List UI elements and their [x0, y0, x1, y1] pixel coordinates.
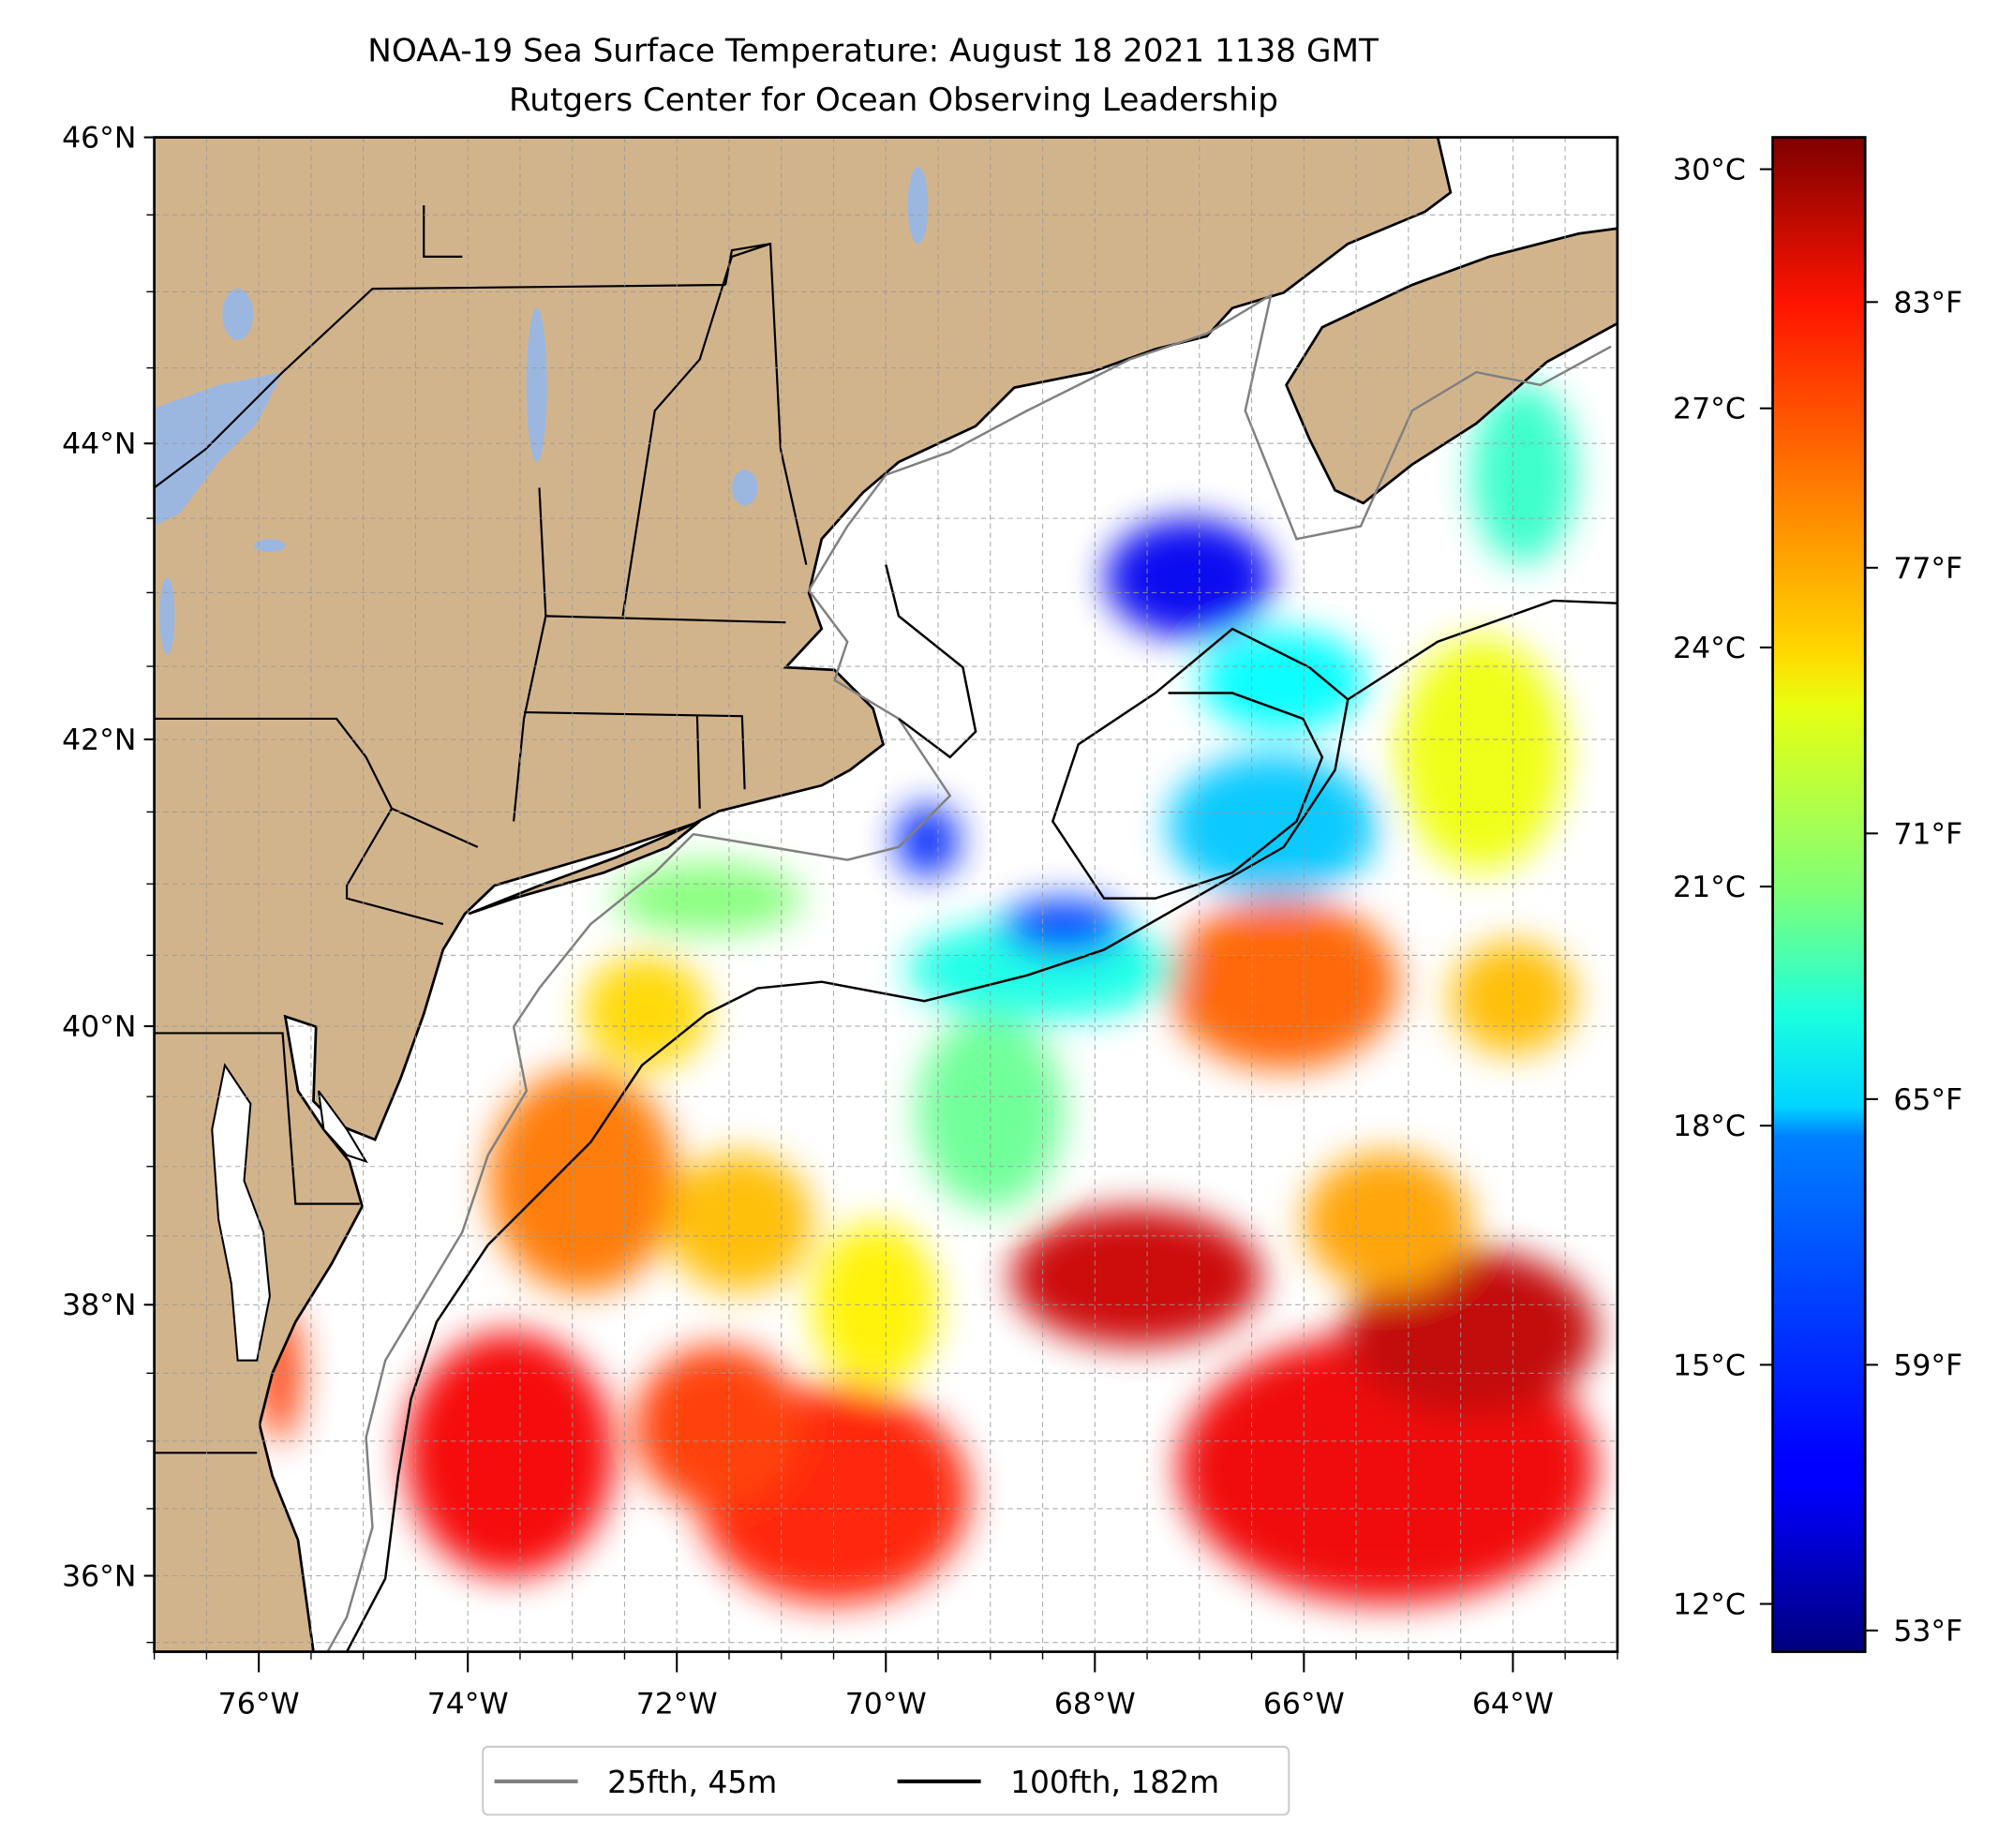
sst-region-15 [1168, 753, 1378, 900]
y-tick-label: 42°N [62, 723, 136, 757]
colorbar-c-tick-label: 27°C [1673, 393, 1746, 426]
land-chesapeake-water [211, 1063, 271, 1362]
legend-box [482, 1745, 1290, 1816]
x-tick-label: 66°W [1263, 1687, 1345, 1721]
colorbar-c-tick-label: 24°C [1673, 632, 1746, 665]
chart-title: NOAA-19 Sea Surface Temperature: August … [367, 33, 1379, 70]
sst-region-10 [1304, 1152, 1471, 1292]
sst-region-19 [1105, 518, 1273, 638]
colorbar-f-tick-label: 65°F [1893, 1083, 1962, 1117]
colorbar-c-tick-label: 30°C [1673, 154, 1746, 187]
colorbar-celsius-ticks: 12°C 15°C 18°C 21°C 24°C 27°C 30°C [1673, 154, 1773, 1621]
colorbar-gradient [1771, 136, 1867, 1653]
y-axis: 36°N 38°N 40°N 42°N 44°N 46°N [62, 121, 155, 1644]
sst-region-6 [488, 1068, 678, 1292]
x-axis: 76°W 74°W 72°W 70°W 68°W 66°W 64°W [153, 1651, 1618, 1721]
colorbar-f-tick-label: 83°F [1893, 286, 1962, 320]
colorbar-f-tick-label: 53°F [1893, 1615, 1962, 1648]
legend-label-25fth: 25fth, 45m [607, 1764, 777, 1800]
gridlines [154, 137, 1618, 1652]
y-tick-label: 44°N [62, 427, 136, 461]
y-tick-label: 46°N [62, 121, 136, 155]
colorbar-c-tick-label: 18°C [1673, 1110, 1746, 1143]
y-tick-label: 36°N [62, 1559, 136, 1593]
x-tick-label: 64°W [1472, 1687, 1554, 1721]
x-tick-label: 74°W [427, 1687, 509, 1721]
x-tick-label: 70°W [845, 1687, 927, 1721]
chart-subtitle: Rutgers Center for Ocean Observing Leade… [509, 82, 1278, 119]
sst-region-11 [1450, 941, 1576, 1055]
colorbar-f-tick-label: 71°F [1893, 817, 1962, 851]
x-tick-label: 72°W [636, 1687, 718, 1721]
land-long-island [468, 820, 701, 916]
sst-region-17 [1397, 636, 1566, 872]
isobath-100fth [345, 564, 1618, 1652]
sst-region-22 [896, 804, 960, 877]
sst-region-16 [1199, 629, 1367, 733]
colorbar-c-tick-label: 12°C [1673, 1587, 1746, 1621]
sst-region-21 [582, 955, 708, 1069]
colorbar-c-tick-label: 21°C [1673, 871, 1746, 904]
colorbar-f-tick-label: 77°F [1893, 552, 1962, 586]
legend-label-100fth: 100fth, 182m [1010, 1764, 1219, 1800]
sst-region-20 [614, 862, 803, 934]
sst-region-4 [405, 1332, 615, 1578]
sst-region-5 [634, 1346, 803, 1510]
sst-region-1 [1011, 1208, 1262, 1347]
state-borders [154, 205, 808, 1454]
land-delaware-bay [317, 1090, 368, 1164]
sst-region-7 [666, 1152, 813, 1292]
sst-region-9 [1168, 898, 1398, 1070]
land-nova-scotia [1285, 227, 1618, 505]
lakes [154, 167, 929, 655]
map-axes: 76°W 74°W 72°W 70°W 68°W 66°W 64°W 36°N 38°N 40°… [62, 121, 1619, 1721]
x-tick-label: 68°W [1054, 1687, 1136, 1721]
y-tick-label: 40°N [62, 1010, 136, 1044]
x-tick-label: 76°W [218, 1687, 300, 1721]
colorbar-fahrenheit-ticks: 53°F 59°F 65°F 71°F 77°F 83°F [1865, 286, 1962, 1648]
legend: 25fth, 45m 100fth, 182m [482, 1745, 1290, 1816]
y-tick-label: 38°N [62, 1289, 136, 1322]
colorbar-c-tick-label: 15°C [1673, 1349, 1746, 1382]
colorbar: 12°C 15°C 18°C 21°C 24°C 27°C 30°C 53°F 59°F 65°… [1673, 136, 1962, 1653]
isobath-25fth [326, 292, 1612, 1652]
colorbar-f-tick-label: 59°F [1893, 1349, 1962, 1382]
